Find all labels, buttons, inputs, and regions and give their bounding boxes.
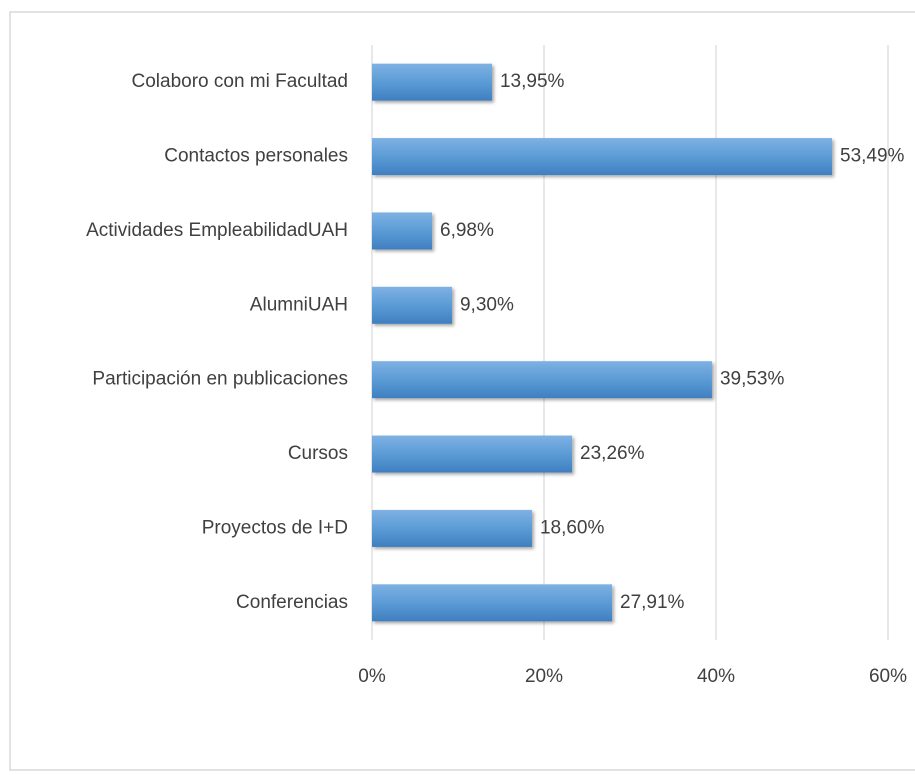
bar (372, 509, 532, 547)
y-tick-label: Cursos (288, 443, 348, 464)
value-label: 39,53% (720, 369, 785, 390)
bar (372, 138, 833, 176)
x-tick-label: 40% (697, 666, 735, 687)
value-label: 23,26% (580, 443, 645, 464)
bar (372, 286, 452, 324)
y-tick-label: AlumniUAH (250, 294, 348, 315)
x-tick-label: 0% (358, 666, 386, 687)
value-label: 6,98% (440, 220, 494, 241)
y-tick-label: Conferencias (236, 592, 348, 613)
x-tick-label: 20% (525, 666, 563, 687)
bar (372, 361, 712, 399)
value-label: 27,91% (620, 592, 685, 613)
x-tick-label: 60% (869, 666, 907, 687)
y-tick-label: Participación en publicaciones (92, 369, 348, 390)
value-label: 18,60% (540, 517, 605, 538)
chart-frame (9, 11, 915, 771)
y-tick-label: Actividades EmpleabilidadUAH (86, 220, 348, 241)
y-tick-label: Colaboro con mi Facultad (132, 71, 349, 92)
bar (372, 435, 573, 473)
value-label: 53,49% (840, 146, 905, 167)
bar (372, 63, 492, 101)
bar (372, 584, 613, 622)
value-label: 13,95% (500, 71, 565, 92)
y-tick-label: Contactos personales (164, 146, 348, 167)
value-label: 9,30% (460, 294, 514, 315)
y-tick-label: Proyectos de I+D (202, 517, 348, 538)
bar (372, 212, 433, 250)
